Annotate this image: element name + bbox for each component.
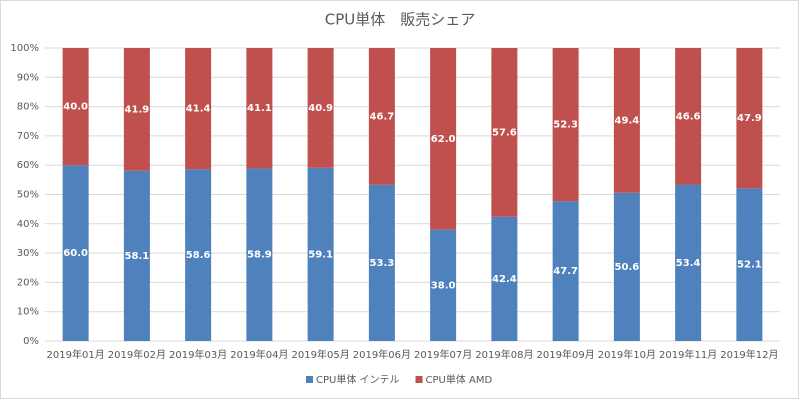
- data-label: 62.0: [431, 134, 456, 145]
- x-tick-label: 2019年09月: [537, 348, 595, 361]
- data-label: 50.6: [615, 262, 640, 273]
- data-label: 58.6: [186, 250, 211, 261]
- bar-segment: [62, 48, 89, 166]
- y-tick-label: 20%: [17, 277, 39, 288]
- bar-segment: [552, 201, 579, 341]
- y-tick-label: 80%: [17, 102, 39, 113]
- bar-segment: [307, 48, 334, 168]
- bar-segment: [185, 48, 212, 170]
- y-tick-label: 10%: [17, 307, 39, 318]
- y-tick-label: 60%: [17, 160, 39, 171]
- data-label: 60.0: [63, 248, 88, 259]
- bar-segment: [491, 216, 518, 341]
- y-tick-label: 50%: [17, 190, 39, 201]
- bar-segment: [307, 167, 334, 341]
- bar-segment: [491, 48, 518, 217]
- y-tick-label: 70%: [17, 131, 39, 142]
- data-label: 41.1: [247, 103, 272, 114]
- y-tick-label: 30%: [17, 248, 39, 259]
- data-label: 41.4: [186, 104, 211, 115]
- x-tick-label: 2019年06月: [353, 348, 411, 361]
- data-label: 52.1: [737, 260, 762, 271]
- bar-segment: [552, 48, 579, 202]
- data-label: 46.6: [676, 111, 701, 122]
- x-tick-label: 2019年05月: [292, 348, 350, 361]
- x-tick-label: 2019年02月: [108, 348, 166, 361]
- bar-segment: [736, 188, 763, 341]
- bar-segment: [430, 48, 457, 230]
- bar-segment: [123, 48, 150, 171]
- legend-label: CPU単体 インテル: [316, 373, 400, 386]
- data-label: 40.9: [308, 103, 333, 114]
- bar-segment: [675, 184, 702, 341]
- y-tick-label: 90%: [17, 72, 39, 83]
- x-tick-label: 2019年07月: [414, 348, 472, 361]
- bar-segment: [185, 169, 212, 341]
- data-label: 53.4: [676, 258, 701, 269]
- chart-title: CPU単体 販売シェア: [325, 11, 476, 29]
- data-label: 58.1: [125, 251, 150, 262]
- legend-swatch: [306, 376, 313, 383]
- bar-segment: [246, 168, 273, 341]
- data-label: 58.9: [247, 250, 272, 261]
- x-tick-label: 2019年08月: [475, 348, 533, 361]
- y-tick-label: 0%: [23, 336, 39, 347]
- bar-segment: [368, 184, 395, 341]
- legend-label: CPU単体 AMD: [426, 373, 493, 386]
- bar-segment: [736, 48, 763, 189]
- x-tick-label: 2019年01月: [47, 348, 105, 361]
- y-tick-label: 40%: [17, 219, 39, 230]
- data-label: 47.9: [737, 113, 762, 124]
- bar-segment: [246, 48, 273, 169]
- bar-segment: [613, 192, 640, 341]
- data-label: 38.0: [431, 280, 456, 291]
- x-tick-label: 2019年12月: [720, 348, 778, 361]
- data-label: 52.3: [553, 120, 578, 131]
- bar-segment: [368, 48, 395, 185]
- x-tick-label: 2019年03月: [169, 348, 227, 361]
- bar-segment: [430, 229, 457, 341]
- y-tick-label: 100%: [10, 43, 39, 54]
- x-tick-label: 2019年10月: [598, 348, 656, 361]
- data-label: 57.6: [492, 127, 517, 138]
- data-label: 42.4: [492, 274, 517, 285]
- bar-segment: [613, 48, 640, 193]
- data-label: 53.3: [370, 258, 395, 269]
- data-label: 47.7: [553, 266, 578, 277]
- data-label: 41.9: [125, 104, 150, 115]
- bar-segment: [123, 170, 150, 341]
- data-label: 49.4: [615, 115, 640, 126]
- data-label: 46.7: [370, 111, 395, 122]
- x-tick-label: 2019年04月: [230, 348, 288, 361]
- data-label: 59.1: [308, 249, 333, 260]
- data-label: 40.0: [63, 102, 88, 113]
- bar-segment: [675, 48, 702, 185]
- bar-segment: [62, 165, 89, 341]
- legend-swatch: [415, 376, 423, 383]
- x-tick-label: 2019年11月: [659, 348, 717, 361]
